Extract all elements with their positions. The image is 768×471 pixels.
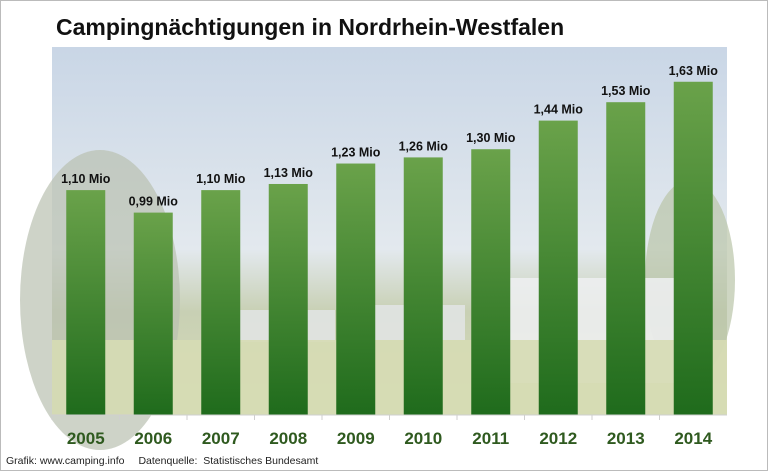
bar-2011: [471, 149, 511, 415]
bar-2010: [403, 157, 443, 415]
data-label: 1,23 Mio: [331, 146, 381, 160]
data-label: 1,44 Mio: [534, 103, 584, 117]
x-tick-label: 2014: [674, 429, 712, 448]
x-tick-label: 2009: [337, 429, 375, 448]
data-label: 1,13 Mio: [264, 166, 314, 180]
bar-2009: [336, 163, 376, 415]
data-label: 0,99 Mio: [129, 195, 179, 209]
x-tick-label: 2007: [202, 429, 240, 448]
bar-2005: [66, 190, 106, 415]
data-label: 1,10 Mio: [61, 172, 111, 186]
x-tick-label: 2006: [134, 429, 172, 448]
x-tick-label: 2011: [472, 429, 509, 448]
data-label: 1,63 Mio: [669, 64, 719, 78]
data-label: 1,53 Mio: [601, 84, 651, 98]
x-tick-label: 2008: [269, 429, 307, 448]
footer: Grafik: www.camping.info Datenquelle: Sta…: [6, 455, 332, 467]
bar-2012: [538, 120, 578, 415]
bar-2008: [268, 183, 308, 415]
bar-2007: [201, 190, 241, 415]
bar-2013: [606, 102, 646, 415]
bar-2014: [673, 81, 713, 415]
data-label: 1,10 Mio: [196, 172, 246, 186]
data-label: 1,30 Mio: [466, 131, 516, 145]
source-text: Datenquelle: Statistisches Bundesamt: [138, 455, 319, 467]
data-label: 1,26 Mio: [399, 139, 449, 153]
x-tick-label: 2010: [404, 429, 442, 448]
bar-2006: [133, 212, 173, 415]
credit-text: Grafik: www.camping.info: [6, 455, 125, 467]
chart-title: Campingnächtigungen in Nordrhein-Westfal…: [56, 14, 565, 40]
x-tick-label: 2012: [539, 429, 577, 448]
x-tick-label: 2013: [607, 429, 645, 448]
x-tick-label: 2005: [67, 429, 105, 448]
